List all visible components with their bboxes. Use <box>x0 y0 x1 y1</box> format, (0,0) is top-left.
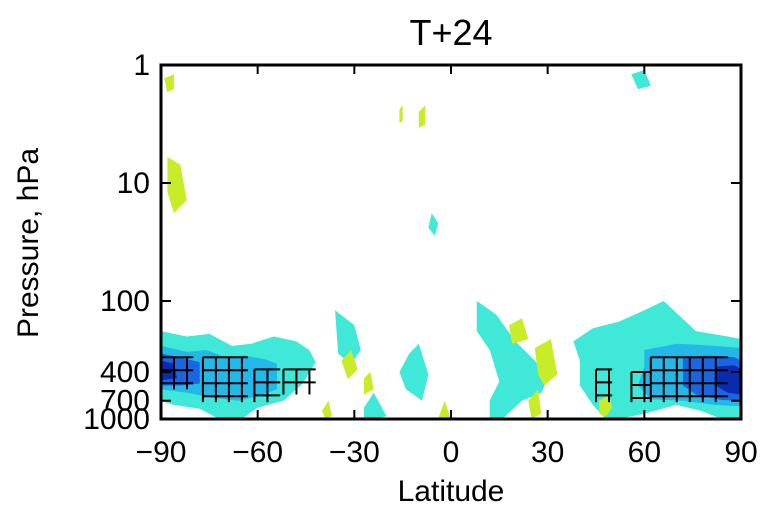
contour-region-yellow-green-12 <box>399 105 403 123</box>
contour-region-yellow-green-8 <box>534 339 558 386</box>
chart-title: T+24 <box>409 12 492 53</box>
hatch-region-1 <box>161 356 194 390</box>
y-tick-label: 1 <box>133 49 150 82</box>
hatch-region-5 <box>595 368 613 403</box>
y-tick-label: 700 <box>100 385 150 418</box>
contour-region-yellow-green-7 <box>509 318 529 344</box>
x-tick-label: −90 <box>136 436 187 469</box>
x-tick-label: −60 <box>232 436 283 469</box>
y-tick-label: 100 <box>100 285 150 318</box>
significance-hatching <box>161 356 729 403</box>
contour-region-yellow-green-9 <box>528 389 542 419</box>
x-axis-title: Latitude <box>398 475 505 507</box>
hatch-region-6 <box>630 371 651 403</box>
hatch-region-7 <box>649 356 729 403</box>
x-tick-label: −30 <box>329 436 380 469</box>
contour-region-yellow-green-1 <box>167 156 187 214</box>
contour-region-light-blue-1 <box>161 345 277 401</box>
hatch-region-4 <box>282 368 316 395</box>
x-axis: −90 −60 −30 0 30 60 90 <box>136 65 758 469</box>
y-axis-title: Pressure, hPa <box>12 148 45 338</box>
contour-region-cyan-5 <box>428 213 439 236</box>
contour-region-yellow-green-4 <box>364 372 374 395</box>
y-tick-label: 1000 <box>83 403 150 436</box>
y-tick-label: 10 <box>117 167 150 200</box>
x-tick-label: 0 <box>443 436 460 469</box>
contour-region-yellow-green-3 <box>341 350 358 380</box>
hatch-region-2 <box>201 356 248 403</box>
y-tick-label: 400 <box>100 356 150 389</box>
contour-region-cyan-2 <box>335 310 361 364</box>
contour-region-yellow-green-5 <box>322 400 332 419</box>
plot-area <box>161 69 741 419</box>
contour-region-yellow-green-6 <box>438 400 451 419</box>
hatch-region-3 <box>253 368 281 403</box>
x-tick-label: 30 <box>531 436 564 469</box>
contour-region-cyan-4 <box>399 343 429 401</box>
contour-region-yellow-green-2 <box>164 74 174 93</box>
contour-region-cyan-8 <box>631 69 651 90</box>
contour-region-cyan-6 <box>476 301 548 419</box>
contour-region-yellow-green-11 <box>418 105 426 128</box>
x-tick-label: 90 <box>724 436 757 469</box>
contour-region-cyan-3 <box>364 392 387 419</box>
x-tick-label: 60 <box>628 436 661 469</box>
